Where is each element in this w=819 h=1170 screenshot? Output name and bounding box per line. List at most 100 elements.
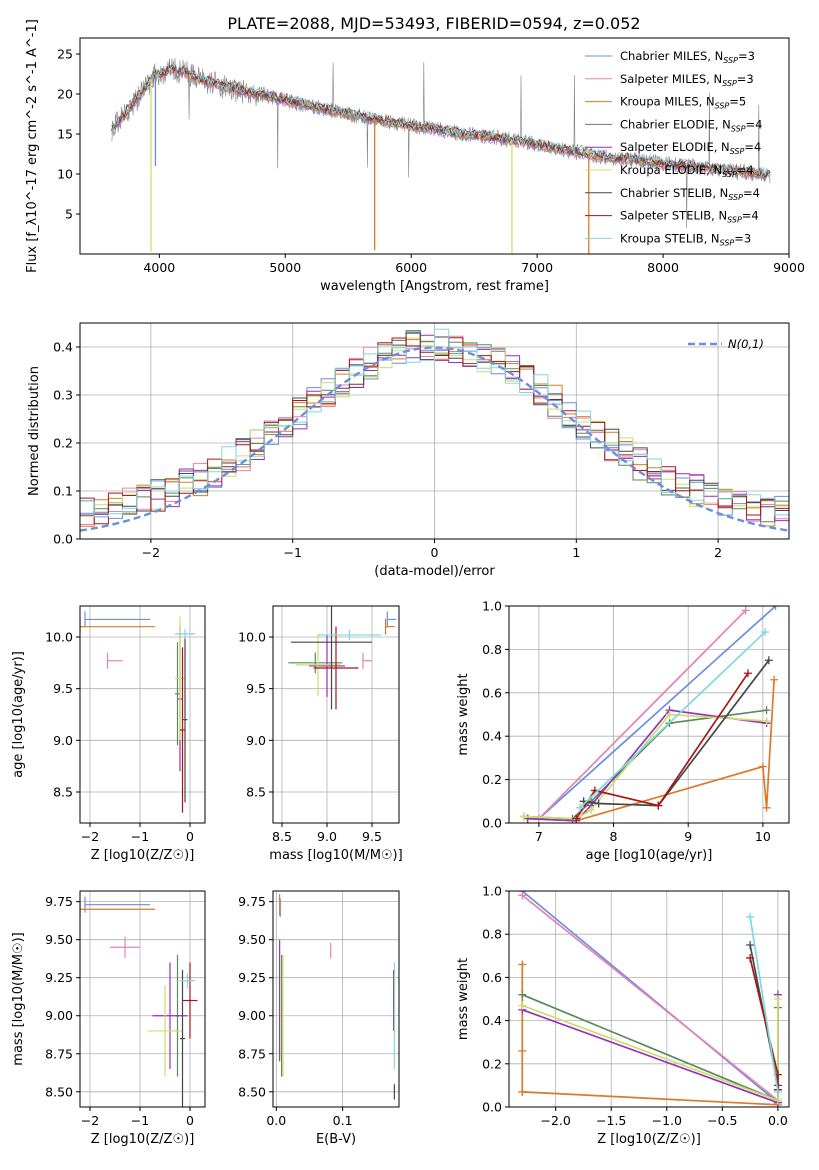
mass-weight-marker-5 bbox=[519, 812, 528, 821]
mass-weight-marker-7 bbox=[743, 669, 752, 678]
axes-frame bbox=[508, 605, 790, 824]
y-tick-label: 0.8 bbox=[482, 927, 502, 942]
legend-entry-8: Kroupa STELIB, NSSP=3 bbox=[620, 231, 751, 247]
y-tick-label: 0.2 bbox=[482, 1056, 502, 1071]
y-axis-label: mass weight bbox=[456, 958, 471, 1040]
axes-frame bbox=[508, 890, 790, 1108]
plot-layer: 4000 5000 6000 7000 8000 9000510152025wavelen… bbox=[11, 19, 805, 1147]
x-tick-label: 8.5 bbox=[272, 829, 292, 844]
y-tick-label: 5 bbox=[65, 207, 73, 222]
x-axis-label: Z [log10(Z/Z☉)] bbox=[91, 848, 195, 863]
mass-weight-marker-3 bbox=[762, 706, 771, 715]
plot-area bbox=[279, 894, 395, 1100]
mass-weight-marker-5 bbox=[773, 1096, 782, 1105]
y-tick-label: 10.0 bbox=[45, 630, 73, 645]
x-tick-label: 10 bbox=[755, 829, 771, 844]
y-tick-label: 0.3 bbox=[53, 388, 73, 403]
y-tick-label: 25 bbox=[57, 47, 73, 62]
x-axis-label: wavelength [Angstrom, rest frame] bbox=[320, 279, 549, 294]
y-tick-label: 0.0 bbox=[482, 1100, 502, 1115]
x-tick-label: −2 bbox=[81, 1113, 99, 1128]
y-tick-label: 9.00 bbox=[238, 1008, 266, 1023]
mass-weight-marker-2 bbox=[518, 1046, 527, 1055]
gaussian-legend-label: N(0,1) bbox=[728, 337, 764, 351]
legend-spectrum: Chabrier MILES, NSSP=3 Salpeter MILES, NS… bbox=[585, 49, 762, 247]
axes-spectrum: 4000 5000 6000 7000 8000 9000 5 10 15 20 25 wavelen… bbox=[25, 19, 805, 294]
axes-mass-vs-Z: −2 −1 0 8.50 8.75 9.00 9.25 9.50 9.75 Z [log10(Z/… bbox=[11, 890, 206, 1147]
x-tick-label: 7 bbox=[535, 829, 543, 844]
x-tick-label: 4000 bbox=[143, 260, 175, 275]
axes-age-vs-mass: 8.5 9.0 9.5 8.5 9.0 9.5 10.0 mass [log10(M/M☉)] bbox=[238, 605, 403, 863]
x-tick-label: −1.5 bbox=[596, 1113, 626, 1128]
y-tick-label: 8.75 bbox=[238, 1046, 266, 1061]
y-tick-label: 1.0 bbox=[482, 599, 502, 614]
y-tick-label: 9.75 bbox=[238, 894, 266, 909]
plot-area bbox=[80, 896, 198, 1107]
mass-weight-marker-5 bbox=[773, 995, 782, 1003]
axes-frame bbox=[79, 890, 206, 1108]
gaussian-curve bbox=[80, 346, 789, 532]
axes-frame bbox=[79, 605, 206, 824]
x-tick-label: 0 bbox=[186, 1113, 194, 1128]
y-tick-label: 0.0 bbox=[53, 532, 73, 547]
mass-weight-marker-5 bbox=[665, 710, 674, 719]
y-tick-label: 1.0 bbox=[482, 884, 502, 899]
legend-entry-4: Salpeter ELODIE, NSSP=4 bbox=[620, 140, 761, 156]
mass-weight-marker-8 bbox=[746, 912, 755, 921]
x-tick-label: 0 bbox=[186, 829, 194, 844]
x-axis-label: mass [log10(M/M☉)] bbox=[269, 848, 402, 863]
mass-weight-marker-5 bbox=[587, 805, 596, 814]
y-tick-label: 10.0 bbox=[238, 630, 266, 645]
mass-weight-marker-7 bbox=[746, 953, 755, 962]
axes-frame bbox=[272, 605, 400, 824]
y-tick-label: 8.50 bbox=[238, 1084, 266, 1099]
y-axis-label: Normed distribution bbox=[27, 366, 42, 496]
y-tick-label: 8.5 bbox=[53, 785, 73, 800]
x-tick-label: −1 bbox=[131, 829, 149, 844]
y-tick-label: 9.0 bbox=[246, 733, 266, 748]
y-tick-label: 0.8 bbox=[482, 642, 502, 657]
axes-mass-weight-vs-age: 7 8 9 10 0.0 0.2 0.4 0.6 0.8 1.0 age [log10(age/yr… bbox=[456, 599, 790, 863]
mass-weight-marker-6 bbox=[764, 656, 773, 665]
x-tick-label: 2 bbox=[714, 545, 722, 560]
x-tick-label: 0 bbox=[431, 545, 439, 560]
y-tick-label: 9.5 bbox=[53, 681, 73, 696]
plot-area bbox=[111, 57, 771, 254]
observed-spectrum bbox=[111, 57, 771, 229]
legend-entry-1: Salpeter MILES, NSSP=3 bbox=[620, 72, 754, 88]
y-tick-label: 9.00 bbox=[45, 1008, 73, 1023]
mass-weight-marker-7 bbox=[654, 801, 663, 810]
y-tick-label: 10 bbox=[57, 167, 73, 182]
mass-weight-marker-7 bbox=[572, 814, 581, 823]
mass-weight-marker-1 bbox=[741, 606, 750, 615]
y-tick-label: 0.4 bbox=[482, 1013, 502, 1028]
x-axis-label: age [log10(age/yr)] bbox=[586, 848, 713, 863]
mass-weight-marker-0 bbox=[771, 606, 780, 610]
mass-weight-marker-2 bbox=[518, 960, 527, 969]
y-tick-label: 0.1 bbox=[53, 484, 73, 499]
x-axis-label: E(B-V) bbox=[316, 1132, 356, 1147]
model-spectrum-8 bbox=[111, 63, 771, 177]
y-axis-label: age [log10(age/yr)] bbox=[11, 651, 26, 778]
mass-weight-marker-6 bbox=[746, 941, 755, 949]
y-tick-label: 8.50 bbox=[45, 1084, 73, 1099]
mass-weight-line-0 bbox=[538, 606, 777, 820]
x-axis-label: Z [log10(Z/Z☉)] bbox=[91, 1132, 195, 1147]
x-tick-label: −2 bbox=[81, 829, 99, 844]
figure-title: PLATE=2088, MJD=53493, FIBERID=0594, z=0… bbox=[227, 14, 640, 33]
y-tick-label: 20 bbox=[57, 87, 73, 102]
x-tick-label: 0.1 bbox=[333, 1113, 353, 1128]
x-tick-label: −2.0 bbox=[540, 1113, 570, 1128]
plot-area bbox=[519, 606, 780, 823]
mass-weight-line-8 bbox=[579, 631, 766, 809]
mass-weight-marker-8 bbox=[773, 1087, 782, 1096]
x-tick-label: 7000 bbox=[521, 260, 553, 275]
mass-weight-line-4 bbox=[527, 709, 767, 822]
x-tick-label: 0.0 bbox=[266, 1113, 286, 1128]
legend-entry-0: Chabrier MILES, NSSP=3 bbox=[620, 49, 755, 65]
x-tick-label: 6000 bbox=[395, 260, 427, 275]
y-tick-label: 0.6 bbox=[482, 685, 502, 700]
y-tick-label: 9.25 bbox=[238, 970, 266, 985]
y-tick-label: 9.0 bbox=[53, 733, 73, 748]
